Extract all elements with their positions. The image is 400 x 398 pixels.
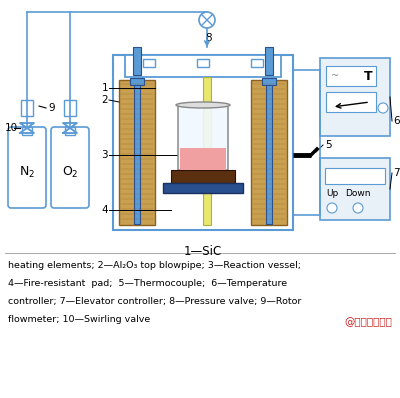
Bar	[171, 170, 235, 183]
Text: 7: 7	[393, 168, 400, 178]
Text: 1: 1	[101, 83, 108, 93]
Bar	[21, 100, 33, 116]
Circle shape	[353, 203, 363, 213]
Bar	[143, 59, 155, 67]
Bar	[251, 80, 287, 225]
Text: Down: Down	[345, 189, 371, 197]
Bar	[262, 78, 276, 85]
FancyBboxPatch shape	[8, 127, 46, 208]
Text: 8: 8	[206, 33, 212, 43]
Bar	[251, 59, 263, 67]
Bar	[265, 47, 273, 75]
Bar	[197, 59, 209, 67]
Circle shape	[327, 203, 337, 213]
Text: 4—Fire-resistant  pad;  5—Thermocouple;  6—Temperature: 4—Fire-resistant pad; 5—Thermocouple; 6—…	[8, 279, 287, 288]
Polygon shape	[20, 128, 34, 133]
Polygon shape	[63, 128, 77, 133]
Bar	[130, 78, 144, 85]
Polygon shape	[20, 123, 34, 128]
Text: O$_2$: O$_2$	[62, 164, 78, 179]
Text: 9: 9	[48, 103, 55, 113]
Text: 3: 3	[101, 150, 108, 160]
Text: N$_2$: N$_2$	[19, 164, 35, 179]
Bar	[133, 47, 141, 75]
Text: @有色金属在线: @有色金属在线	[344, 317, 392, 327]
Bar	[113, 55, 293, 230]
Bar	[325, 168, 385, 184]
Text: 10: 10	[5, 123, 18, 133]
Bar	[203, 77, 211, 225]
Bar	[65, 127, 75, 135]
Bar	[22, 127, 32, 135]
Bar	[119, 80, 155, 225]
Bar	[266, 79, 272, 224]
Circle shape	[378, 103, 388, 113]
Ellipse shape	[176, 102, 230, 108]
Bar	[125, 55, 281, 77]
Bar	[320, 158, 390, 220]
Bar	[180, 148, 226, 170]
Bar	[326, 92, 376, 112]
Text: 4: 4	[101, 205, 108, 215]
Bar	[320, 58, 390, 136]
Circle shape	[199, 12, 215, 28]
Text: 1—SiC: 1—SiC	[184, 245, 222, 258]
Polygon shape	[63, 123, 77, 128]
Text: flowmeter; 10—Swirling valve: flowmeter; 10—Swirling valve	[8, 315, 150, 324]
Text: Up: Up	[326, 189, 338, 197]
Bar	[326, 66, 376, 86]
Text: 5: 5	[325, 140, 332, 150]
Text: heating elements; 2—Al₂O₃ top blowpipe; 3—Reaction vessel;: heating elements; 2—Al₂O₃ top blowpipe; …	[8, 261, 301, 270]
FancyBboxPatch shape	[51, 127, 89, 208]
Text: ~: ~	[331, 71, 339, 81]
Bar	[163, 183, 243, 193]
Bar	[178, 105, 228, 170]
Text: 6: 6	[393, 116, 400, 126]
Text: T: T	[364, 70, 372, 82]
Bar	[64, 100, 76, 116]
Bar	[134, 79, 140, 224]
Text: controller; 7—Elevator controller; 8—Pressure valve; 9—Rotor: controller; 7—Elevator controller; 8—Pre…	[8, 297, 301, 306]
Text: 2: 2	[101, 95, 108, 105]
